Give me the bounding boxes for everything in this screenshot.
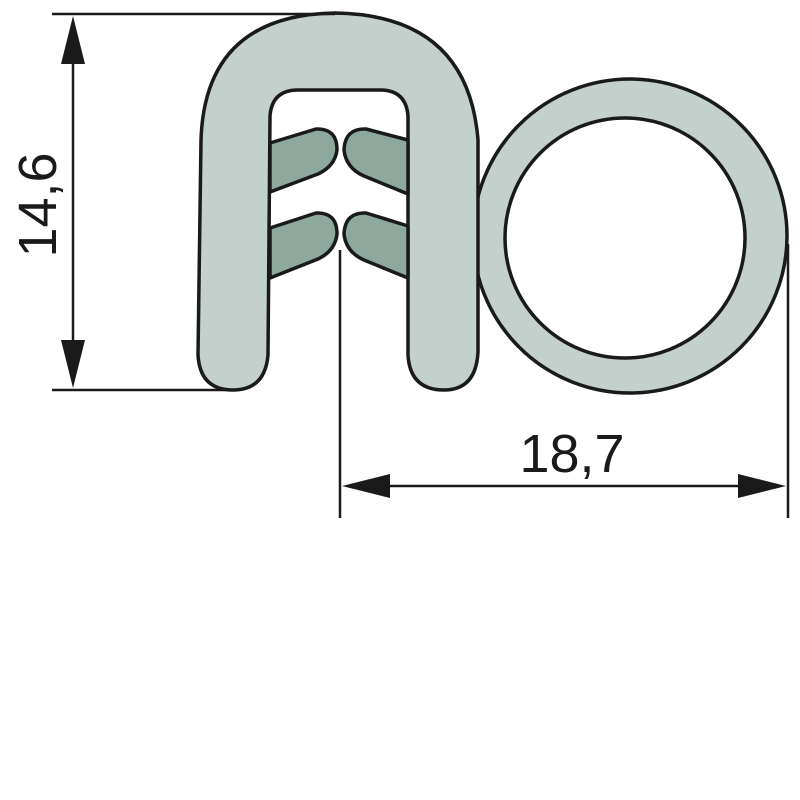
width-arrow-right-icon [738,474,786,498]
width-dimension: 18,7 [338,244,790,518]
lip-lower-left [268,211,339,280]
lip-upper-left [268,127,339,194]
gripping-lips [268,127,410,280]
height-arrow-top-icon [61,16,85,64]
width-arrow-left-icon [342,474,390,498]
height-dimension: 14,6 [8,12,335,392]
u-profile [196,11,480,392]
height-value-label: 14,6 [8,152,68,257]
bulb-seal [471,77,789,395]
bulb-inner-hole [503,116,747,360]
width-value-label: 18,7 [519,424,624,484]
height-arrow-bottom-icon [61,340,85,388]
lip-lower-right [342,211,410,280]
lip-upper-right [342,127,410,196]
